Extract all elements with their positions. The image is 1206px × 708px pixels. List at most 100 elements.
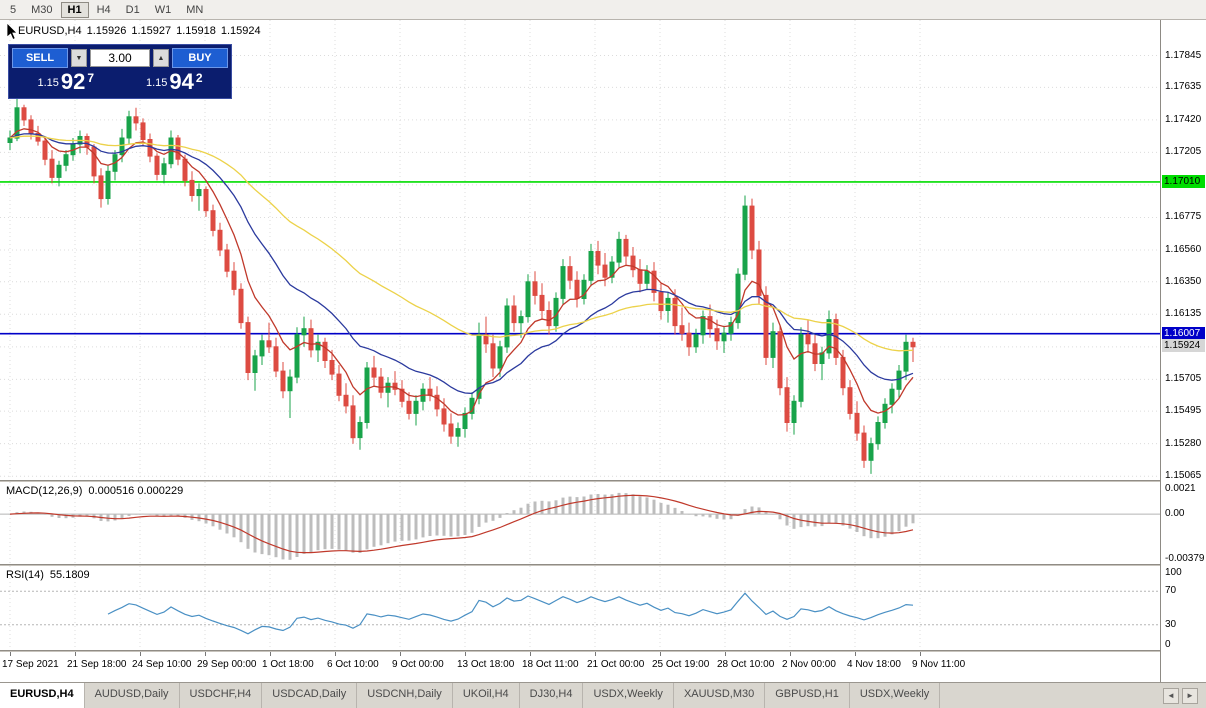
timeframe-button-d1[interactable]: D1 (119, 2, 147, 18)
bid-ask-prices: 1.15 92 7 1.15 94 2 (12, 71, 228, 95)
rsi-title: RSI(14) (6, 569, 44, 581)
time-tick (920, 652, 921, 656)
time-tick (400, 652, 401, 656)
chart-ohlc-header: EURUSD,H4 1.15926 1.15927 1.15918 1.15924 (18, 25, 266, 37)
one-click-trading-panel: SELL ▼ 3.00 ▲ BUY 1.15 92 7 1.15 94 2 (8, 44, 232, 99)
price-axis-label: 1.17635 (1165, 81, 1202, 93)
chart-tab-dj30-h4[interactable]: DJ30,H4 (520, 683, 584, 708)
pane-splitter (0, 650, 1206, 652)
rsi-axis-label: 30 (1165, 618, 1177, 630)
time-axis-label: 2 Nov 00:00 (782, 659, 836, 670)
rsi-axis-label: 100 (1165, 567, 1182, 578)
macd-indicator-pane[interactable] (0, 482, 1160, 564)
volume-down-spinner[interactable]: ▼ (71, 49, 87, 67)
sell-button[interactable]: SELL (12, 48, 68, 68)
sell-price-display[interactable]: 1.15 92 7 (14, 71, 118, 93)
time-tick (595, 652, 596, 656)
grid-lines (0, 20, 1160, 480)
price-axis-label: 1.17420 (1165, 113, 1202, 125)
sell-price-pip: 7 (87, 71, 95, 85)
time-tick (660, 652, 661, 656)
ma-line-50 (9, 135, 914, 352)
chart-tab-xauusd-m30[interactable]: XAUUSD,M30 (674, 683, 766, 708)
ma-line-21 (9, 133, 914, 395)
buy-price-prefix: 1.15 (145, 77, 168, 89)
chart-tab-usdchf-h4[interactable]: USDCHF,H4 (180, 683, 263, 708)
chart-tab-bar: EURUSD,H4 AUDUSD,Daily USDCHF,H4 USDCAD,Dai… (0, 682, 1206, 708)
buy-price-big: 94 (169, 69, 194, 94)
pane-splitter[interactable] (0, 564, 1206, 566)
price-axis: 1.178451.176351.174201.172051.169901.167… (1160, 20, 1206, 682)
macd-title: MACD(12,26,9) (6, 485, 83, 497)
chart-tab-ukoil-h4[interactable]: UKOil,H4 (453, 683, 520, 708)
price-axis-label: 1.15495 (1165, 405, 1202, 417)
buy-price-pip: 2 (195, 71, 203, 85)
chart-close: 1.15924 (220, 25, 261, 37)
timeframe-button-m30[interactable]: M30 (24, 2, 59, 18)
time-axis-label: 18 Oct 11:00 (522, 659, 579, 670)
macd-axis-label: 0.00 (1165, 508, 1185, 520)
timeframe-button-h1[interactable]: H1 (60, 1, 89, 18)
price-axis-label: 1.15705 (1165, 373, 1202, 385)
time-tick (855, 652, 856, 656)
pane-splitter[interactable] (0, 480, 1206, 482)
price-axis-label: 1.16135 (1165, 308, 1202, 320)
rsi-indicator-pane[interactable] (0, 566, 1160, 650)
chart-tab-usdcnh-daily[interactable]: USDCNH,Daily (357, 683, 453, 708)
volume-field[interactable]: 3.00 (90, 49, 150, 67)
timeframe-button-mn[interactable]: MN (179, 2, 210, 18)
price-axis-label: 1.17205 (1165, 146, 1202, 158)
price-axis-label: 1.17845 (1165, 49, 1202, 61)
chart-tab-list: EURUSD,H4 AUDUSD,Daily USDCHF,H4 USDCAD,Dai… (0, 683, 1155, 708)
mouse-cursor-icon (6, 22, 18, 41)
time-tick (140, 652, 141, 656)
time-axis: 17 Sep 2021 21 Sep 18:00 24 Sep 10:00 29 Se… (0, 652, 1160, 682)
macd-values: 0.000516 0.000229 (88, 485, 184, 497)
buy-button[interactable]: BUY (172, 48, 228, 68)
chart-tab-audusd-daily[interactable]: AUDUSD,Daily (85, 683, 180, 708)
price-axis-label: 1.16560 (1165, 244, 1202, 255)
price-axis-label: 1.16775 (1165, 211, 1202, 223)
time-axis-label: 1 Oct 18:00 (262, 659, 314, 670)
time-tick (335, 652, 336, 656)
time-tick (270, 652, 271, 656)
macd-axis-label: -0.00379 (1165, 553, 1205, 564)
buy-price-display[interactable]: 1.15 94 2 (123, 71, 227, 93)
main-price-chart[interactable] (0, 20, 1160, 480)
chart-tab-usdx-weekly[interactable]: USDX,Weekly (850, 683, 941, 708)
chart-tab-eurusd-h4[interactable]: EURUSD,H4 (0, 683, 85, 708)
timeframe-button-h4[interactable]: H4 (90, 2, 118, 18)
chart-tab-usdcad-daily[interactable]: USDCAD,Daily (262, 683, 358, 708)
time-axis-label: 28 Oct 10:00 (717, 659, 775, 670)
sell-price-big: 92 (60, 69, 86, 94)
chart-low: 1.15918 (176, 25, 216, 37)
price-line-label: 1.16007 (1162, 326, 1205, 340)
time-tick (790, 652, 791, 656)
time-tick (725, 652, 726, 656)
time-axis-label: 25 Oct 19:00 (652, 659, 710, 670)
chart-open: 1.15926 (86, 25, 127, 37)
candlestick-series[interactable] (7, 98, 916, 474)
rsi-header: RSI(14) 55.1809 (6, 569, 96, 581)
ma-line-8 (9, 128, 914, 416)
time-axis-label: 9 Oct 00:00 (392, 659, 444, 670)
chart-tab-gbpusd-h1[interactable]: GBPUSD,H1 (765, 683, 850, 708)
price-axis-label: 1.15280 (1165, 437, 1202, 449)
timeframe-button-5[interactable]: 5 (3, 2, 23, 18)
chart-high: 1.15927 (131, 25, 172, 37)
trade-controls-row: SELL ▼ 3.00 ▲ BUY (12, 48, 228, 68)
time-tick (10, 652, 11, 656)
chart-tab-usdx-weekly[interactable]: USDX,Weekly (583, 683, 674, 708)
tab-scroll-left-icon[interactable]: ◄ (1163, 687, 1179, 704)
tab-scroll-controls: ◄ ► (1155, 683, 1206, 708)
price-line-label: 1.17010 (1162, 174, 1205, 188)
macd-signal-line (9, 494, 914, 554)
price-axis-label: 1.16350 (1165, 275, 1202, 287)
time-axis-label: 17 Sep 2021 (2, 659, 59, 670)
tab-scroll-right-icon[interactable]: ► (1182, 687, 1198, 704)
timeframe-button-w1[interactable]: W1 (148, 2, 179, 18)
time-tick (75, 652, 76, 656)
current-price-label: 1.15924 (1162, 339, 1205, 353)
volume-up-spinner[interactable]: ▲ (153, 49, 169, 67)
